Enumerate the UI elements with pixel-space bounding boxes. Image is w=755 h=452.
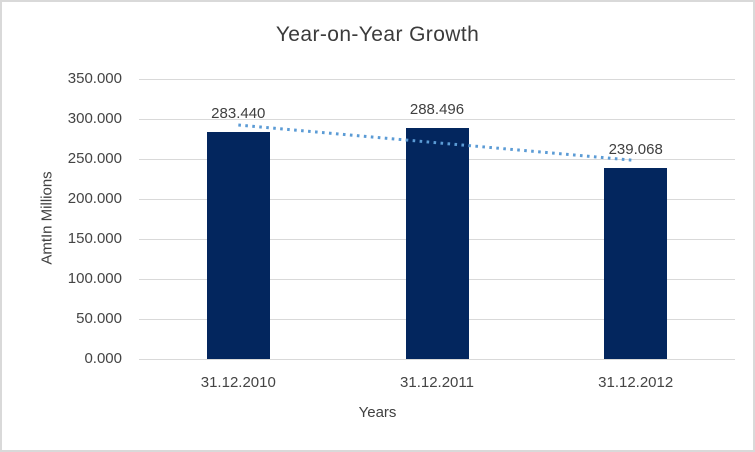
bar [206, 132, 270, 359]
y-axis-tick-label: 350.000 [67, 70, 122, 87]
y-axis-tick-label: 300.000 [67, 110, 122, 127]
y-axis-tick-label: 100.000 [67, 270, 122, 287]
gridline [139, 118, 735, 120]
x-axis-title: Years [358, 404, 397, 421]
x-axis-tick-label: 31.12.2010 [200, 374, 276, 391]
y-axis-title: AmtIn Millions [38, 171, 56, 265]
x-axis-tick-label: 31.12.2011 [400, 374, 474, 391]
bar-value-label: 283.440 [211, 105, 266, 123]
bar [405, 128, 469, 359]
y-axis-tick-label: 200.000 [67, 190, 122, 207]
y-axis-tick-label: 150.000 [67, 230, 122, 247]
gridline [139, 78, 735, 80]
gridline [139, 358, 735, 360]
y-axis-tick-label: 250.000 [67, 150, 122, 167]
x-axis-tick-label: 31.12.2012 [598, 374, 674, 391]
bar-value-label: 239.068 [608, 140, 663, 158]
bar [604, 167, 668, 359]
y-axis-tick-label: 0.000 [84, 350, 122, 367]
y-axis-tick-label: 50.000 [76, 310, 122, 327]
chart-title: Year-on-Year Growth [275, 23, 480, 46]
bar-value-label: 288.496 [409, 101, 465, 119]
